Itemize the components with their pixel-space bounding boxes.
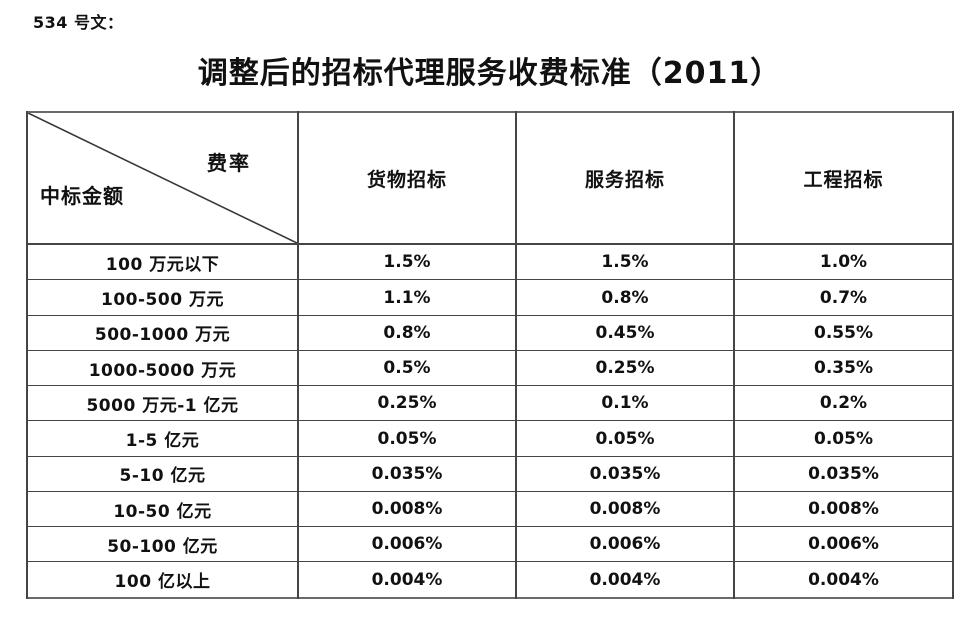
fee-value-cell: 0.7% [733, 279, 954, 316]
row-label-cell: 5-10 亿元 [26, 455, 299, 492]
fee-value-cell: 0.004% [733, 561, 954, 599]
fee-value-cell: 0.006% [297, 526, 517, 563]
fee-value-cell: 0.004% [297, 561, 517, 599]
column-header-goods: 货物招标 [297, 111, 517, 245]
fee-value-cell: 1.1% [297, 279, 517, 316]
fee-value-cell: 0.45% [515, 314, 735, 351]
table-row: 500-1000 万元 0.8% 0.45% 0.55% [26, 314, 954, 351]
fee-value-cell: 0.05% [515, 420, 735, 457]
fee-value-cell: 0.008% [297, 490, 517, 528]
table-corner-cell: 费率 中标金额 [26, 111, 299, 245]
fee-value-cell: 1.5% [297, 243, 517, 281]
corner-label-amount: 中标金额 [40, 184, 124, 208]
fee-value-cell: 0.035% [515, 455, 735, 492]
diagonal-divider-line [28, 113, 297, 243]
table-row: 10-50 亿元 0.008% 0.008% 0.008% [26, 490, 954, 528]
fee-value-cell: 0.25% [297, 385, 517, 422]
table-row: 100 亿以上 0.004% 0.004% 0.004% [26, 561, 954, 599]
column-header-works: 工程招标 [733, 111, 954, 245]
row-label-cell: 1-5 亿元 [26, 420, 299, 457]
fee-value-cell: 1.5% [515, 243, 735, 281]
fee-value-cell: 0.35% [733, 349, 954, 387]
table-row: 50-100 亿元 0.006% 0.006% 0.006% [26, 526, 954, 563]
row-label-cell: 100-500 万元 [26, 279, 299, 316]
fee-value-cell: 0.8% [515, 279, 735, 316]
table-row: 5-10 亿元 0.035% 0.035% 0.035% [26, 455, 954, 492]
corner-label-rate: 费率 [207, 151, 251, 175]
fee-value-cell: 0.008% [515, 490, 735, 528]
fee-value-cell: 0.006% [515, 526, 735, 563]
table-row: 100-500 万元 1.1% 0.8% 0.7% [26, 279, 954, 316]
fee-value-cell: 0.5% [297, 349, 517, 387]
row-label-cell: 100 亿以上 [26, 561, 299, 599]
row-label-cell: 100 万元以下 [26, 243, 299, 281]
fee-value-cell: 0.008% [733, 490, 954, 528]
fee-rate-table: 费率 中标金额 货物招标 服务招标 工程招标 100 万元以下 1.5% 1.5… [26, 111, 954, 599]
table-row: 100 万元以下 1.5% 1.5% 1.0% [26, 243, 954, 281]
doc-number-label: 534 号文： [33, 13, 124, 32]
fee-value-cell: 0.035% [733, 455, 954, 492]
fee-value-cell: 0.05% [297, 420, 517, 457]
page-title: 调整后的招标代理服务收费标准（2011） [197, 56, 782, 91]
row-label-cell: 500-1000 万元 [26, 314, 299, 351]
fee-value-cell: 0.25% [515, 349, 735, 387]
fee-value-cell: 0.05% [733, 420, 954, 457]
fee-value-cell: 0.8% [297, 314, 517, 351]
row-label-cell: 10-50 亿元 [26, 490, 299, 528]
row-label-cell: 50-100 亿元 [26, 526, 299, 563]
table-header-row: 费率 中标金额 货物招标 服务招标 工程招标 [26, 111, 954, 245]
fee-value-cell: 0.035% [297, 455, 517, 492]
fee-value-cell: 0.1% [515, 385, 735, 422]
table-row: 5000 万元-1 亿元 0.25% 0.1% 0.2% [26, 385, 954, 422]
table-row: 1-5 亿元 0.05% 0.05% 0.05% [26, 420, 954, 457]
fee-value-cell: 0.006% [733, 526, 954, 563]
table-row: 1000-5000 万元 0.5% 0.25% 0.35% [26, 349, 954, 387]
fee-value-cell: 0.55% [733, 314, 954, 351]
fee-value-cell: 1.0% [733, 243, 954, 281]
row-label-cell: 5000 万元-1 亿元 [26, 385, 299, 422]
fee-value-cell: 0.2% [733, 385, 954, 422]
column-header-services: 服务招标 [515, 111, 735, 245]
row-label-cell: 1000-5000 万元 [26, 349, 299, 387]
fee-value-cell: 0.004% [515, 561, 735, 599]
